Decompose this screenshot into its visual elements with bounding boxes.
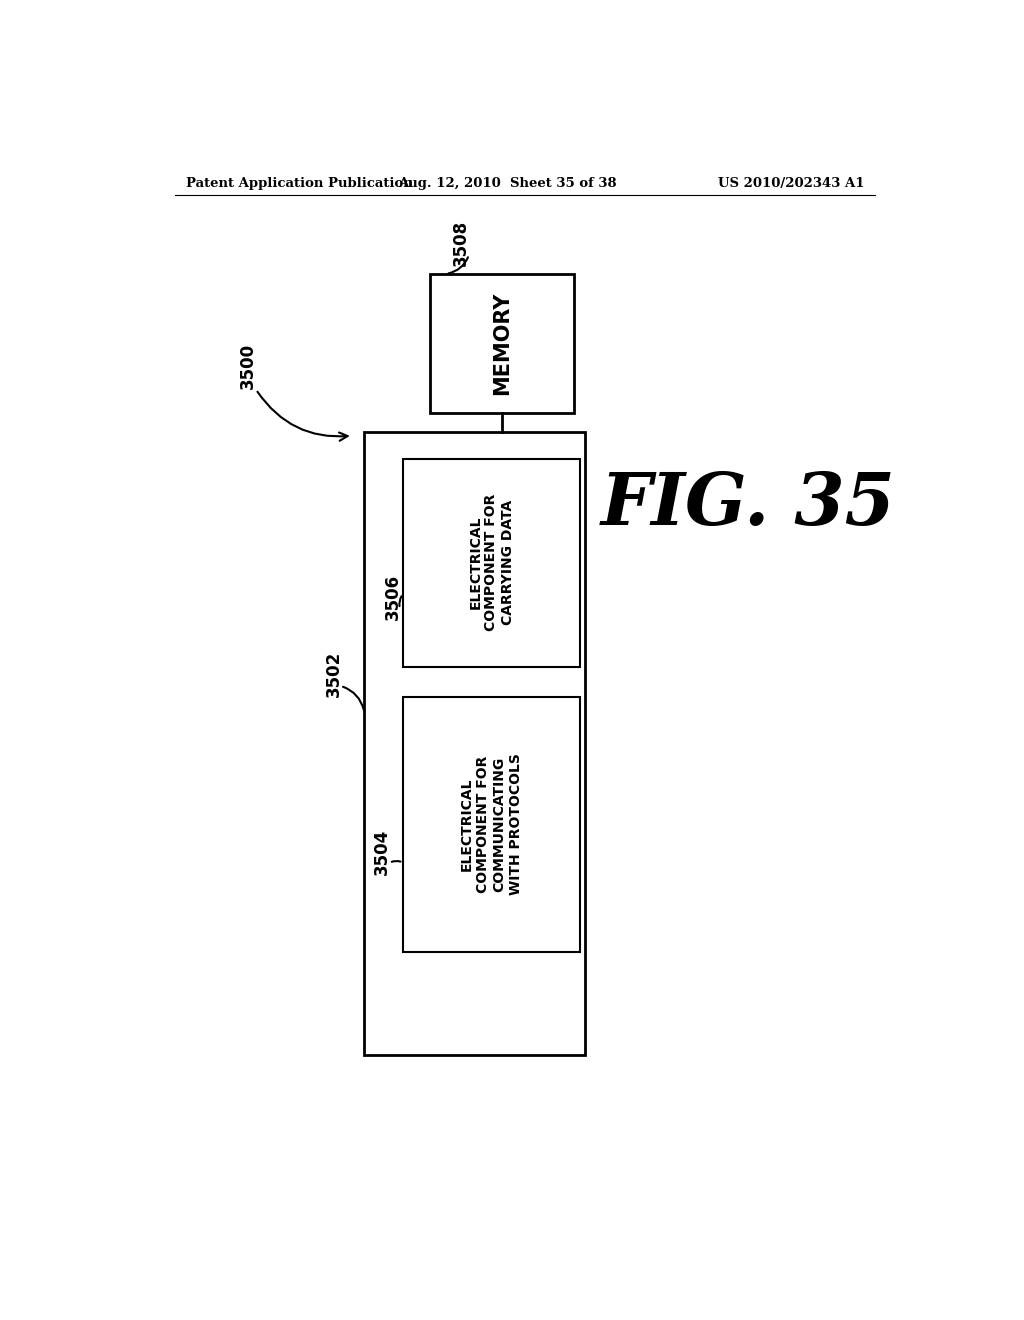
Text: 3500: 3500 — [240, 343, 257, 389]
FancyArrowPatch shape — [449, 257, 468, 273]
Text: 3506: 3506 — [384, 574, 402, 620]
Text: Aug. 12, 2010  Sheet 35 of 38: Aug. 12, 2010 Sheet 35 of 38 — [398, 177, 617, 190]
FancyArrowPatch shape — [343, 686, 364, 710]
Text: MEMORY: MEMORY — [492, 292, 512, 395]
Text: FIG. 35: FIG. 35 — [600, 470, 895, 540]
Text: 3504: 3504 — [373, 828, 391, 875]
Text: ELECTRICAL
COMPONENT FOR
CARRYING DATA: ELECTRICAL COMPONENT FOR CARRYING DATA — [468, 494, 515, 631]
Text: ELECTRICAL
COMPONENT FOR
COMMUNICATING
WITH PROTOCOLS: ELECTRICAL COMPONENT FOR COMMUNICATING W… — [460, 754, 523, 895]
FancyArrowPatch shape — [399, 597, 401, 606]
Text: US 2010/202343 A1: US 2010/202343 A1 — [718, 177, 864, 190]
Bar — [403, 459, 580, 667]
Text: Patent Application Publication: Patent Application Publication — [186, 177, 413, 190]
Text: 3508: 3508 — [453, 220, 470, 267]
Bar — [430, 275, 573, 412]
Bar — [403, 697, 580, 952]
FancyArrowPatch shape — [257, 392, 348, 441]
Bar — [365, 432, 586, 1056]
Text: 3502: 3502 — [325, 651, 342, 697]
